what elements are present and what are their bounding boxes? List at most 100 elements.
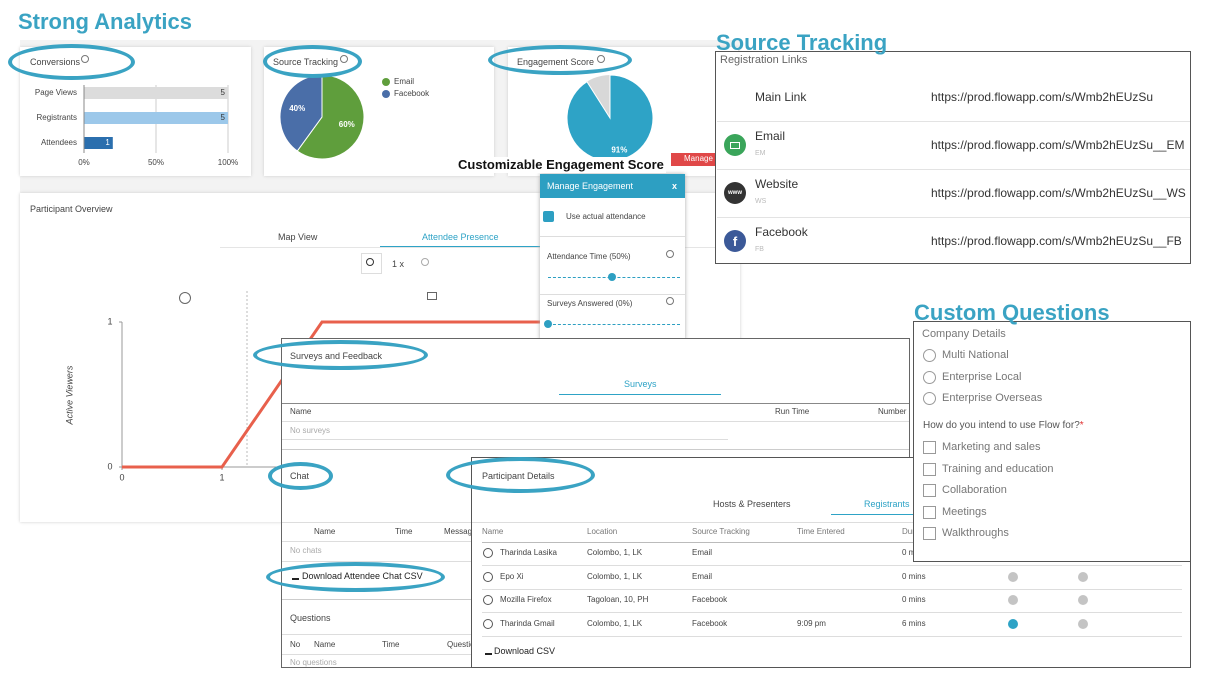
y-tick-label: Registrants [37,113,77,122]
button-label[interactable]: Manage [684,154,713,163]
column-header: Number of [878,407,909,416]
divider [540,294,685,295]
table-cell: Colombo, 1, LK [587,571,643,581]
link-url[interactable]: https://prod.flowapp.com/s/Wmb2hEUzSu__E… [931,138,1185,152]
annotation: Customizable Engagement Score [456,157,666,173]
status-check [1008,595,1018,606]
divider [482,565,1182,566]
section-heading: Source Tracking [716,30,888,55]
highlight-ellipse [8,44,135,80]
table-cell: 6 mins [902,619,926,629]
checkbox[interactable] [543,211,554,222]
checkbox[interactable] [923,505,936,519]
legend-swatch [382,90,390,98]
checkbox[interactable] [923,484,936,497]
x-tick-label: 50% [148,158,164,167]
divider [540,236,685,237]
attendee-icon [179,292,191,304]
tab-underline [559,394,721,395]
help-icon [666,297,674,305]
table-cell: Tharinda Gmail [500,619,555,629]
empty-message: No surveys [290,426,331,435]
column-header: Name [314,640,336,649]
tab[interactable]: Attendee Presence [422,232,499,242]
divider [282,449,909,450]
popup-header [540,174,685,198]
tab[interactable]: Map View [278,232,318,242]
info-icon [483,619,493,630]
section-heading: Custom Questions [914,300,1110,325]
slider-label: Attendance Time (50%) [547,252,631,261]
table-cell: 0 mins [902,595,926,605]
slider-label: Surveys Answered (0%) [547,299,633,308]
divider [282,421,909,422]
highlight-ellipse [488,45,632,75]
value-label: 1 [105,138,110,147]
info-icon [483,548,493,558]
highlight-ellipse [253,340,428,370]
y-tick-label: 1 [107,316,112,326]
tab[interactable]: Registrants [864,499,910,509]
y-axis-label: Active Viewers [64,365,74,425]
table-cell: Epo Xi [500,571,524,581]
download-link[interactable]: Download CSV [494,646,556,656]
link-url[interactable]: https://prod.flowapp.com/s/Wmb2hEUzSu__F… [931,234,1182,248]
checkbox[interactable] [923,527,936,540]
option-label: Enterprise Overseas [942,392,1043,404]
divider [482,588,1182,590]
pie-slice [296,74,365,160]
checkbox[interactable] [923,462,936,476]
x-tick-label: 1 [219,472,224,482]
column-header: Name [314,527,336,536]
required-mark: * [1079,420,1084,431]
table-cell: Facebook [692,595,728,605]
chart-canvas: 0% 50% 100% Page Views 5 Registrants 5 Attendee… [35,85,238,167]
highlight-ellipse [266,562,445,592]
column-header: Run Time [775,407,810,416]
link-name: Facebook [755,225,808,239]
divider [282,439,728,440]
table-cell: Email [692,548,713,557]
checkbox[interactable] [923,441,936,454]
divider [717,217,1190,218]
divider [482,612,1182,614]
column-header: No [290,640,301,649]
envelope-icon [730,141,740,149]
x-tick-label: 0% [78,158,90,167]
link-name: Main Link [755,90,807,104]
link-url[interactable]: https://prod.flowapp.com/s/Wmb2hEUzSu [931,90,1154,104]
source-icon: f [724,230,746,252]
column-header: Time [382,640,400,649]
y-tick-label: Page Views [35,88,77,97]
status-check [1078,571,1088,582]
link-url[interactable]: https://prod.flowapp.com/s/Wmb2hEUzSu__W… [931,186,1186,200]
radio[interactable] [923,349,936,362]
option-label: Walkthroughs [942,527,1009,539]
column-header: Name [482,527,504,536]
radio[interactable] [923,392,936,405]
radio[interactable] [923,370,936,384]
close-button[interactable]: x [672,181,678,191]
source-card: 60% 40% Email Facebook Source Tracking [264,47,494,176]
legend-swatch [382,78,390,86]
divider [472,522,1190,523]
link-name: Email [755,129,786,143]
manage-button[interactable] [671,153,716,166]
status-check [1078,595,1088,606]
column-header: Question [447,640,480,649]
value-label: 5 [221,113,226,122]
option-label: Enterprise Local [942,370,1022,383]
highlight-ellipse [268,462,333,490]
section-title: Questions [290,613,331,623]
slider-knob[interactable] [544,320,552,328]
zoom-in-button[interactable] [361,253,382,274]
tab[interactable]: Surveys [624,379,657,389]
link-code: FB [755,246,764,253]
table-cell: Tharinda Lasika [500,548,557,557]
slider-knob[interactable] [608,273,616,281]
status-check [1008,619,1018,630]
pie-slice [566,74,654,162]
chart-canvas: 60% 40% Email Facebook [279,74,430,160]
bar [84,87,228,99]
tab[interactable]: Hosts & Presenters [713,499,791,509]
